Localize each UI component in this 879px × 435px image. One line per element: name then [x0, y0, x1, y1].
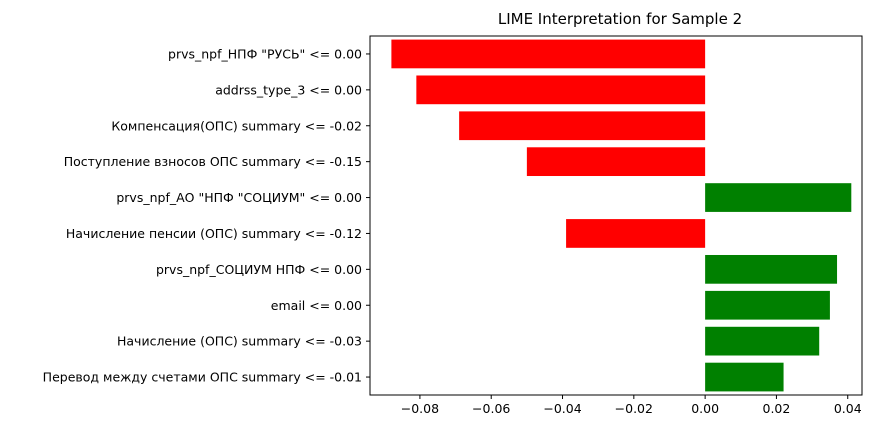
x-tick-label: 0.02 — [763, 401, 791, 416]
y-tick-label: Перевод между счетами ОПС summary <= -0.… — [43, 370, 362, 385]
chart-title: LIME Interpretation for Sample 2 — [498, 10, 742, 28]
y-tick-label: Поступление взносов ОПС summary <= -0.15 — [64, 154, 362, 169]
bar — [416, 75, 706, 105]
axes-layer — [366, 35, 863, 399]
y-tick-label: email <= 0.00 — [271, 298, 362, 313]
bar — [705, 183, 852, 212]
x-tick-label: −0.04 — [543, 401, 581, 416]
y-tick-label: Начисление пенсии (ОПС) summary <= -0.12 — [66, 226, 362, 241]
x-tick-label: −0.06 — [472, 401, 510, 416]
y-tick-label: prvs_npf_НПФ "РУСЬ" <= 0.00 — [168, 46, 362, 61]
x-tick-label: −0.08 — [401, 401, 439, 416]
bar — [705, 362, 784, 392]
y-tick-label: prvs_npf_АО "НПФ "СОЦИУМ" <= 0.00 — [116, 190, 362, 205]
bar — [705, 290, 830, 320]
bar — [459, 111, 706, 141]
bar — [705, 254, 838, 284]
bar — [566, 219, 706, 248]
x-tick-label: −0.02 — [615, 401, 653, 416]
plot-frame — [369, 35, 863, 396]
y-tick-label: prvs_npf_СОЦИУМ НПФ <= 0.00 — [156, 262, 362, 277]
labels-layer: prvs_npf_НПФ "РУСЬ" <= 0.00 addrss_type_3… — [43, 46, 862, 416]
x-tick-label: 0.00 — [691, 401, 719, 416]
bars-layer — [391, 39, 852, 392]
bar — [391, 39, 706, 69]
y-tick-label: addrss_type_3 <= 0.00 — [215, 82, 362, 97]
x-tick-label: 0.04 — [834, 401, 862, 416]
y-tick-label: Компенсация(ОПС) summary <= -0.02 — [111, 118, 362, 133]
bar — [526, 147, 706, 177]
bar — [705, 326, 820, 356]
y-tick-label: Начисление (ОПС) summary <= -0.03 — [117, 334, 362, 349]
